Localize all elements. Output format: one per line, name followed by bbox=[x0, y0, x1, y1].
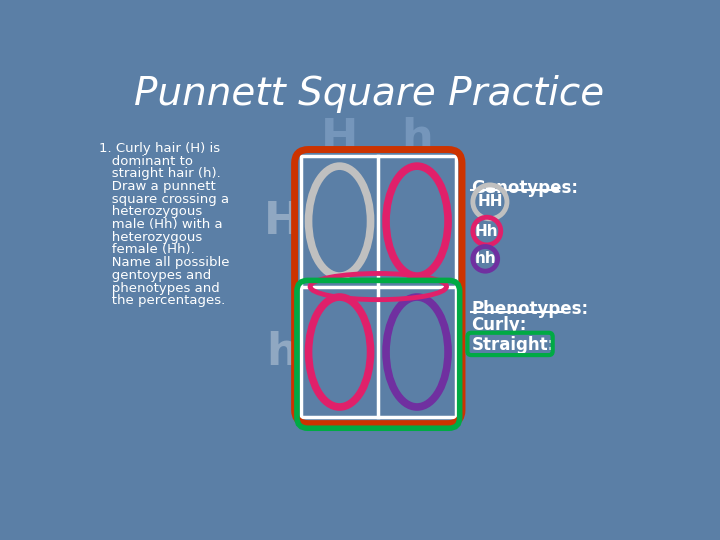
Text: male (Hh) with a: male (Hh) with a bbox=[99, 218, 223, 231]
Text: HH: HH bbox=[477, 194, 503, 210]
Text: square crossing a: square crossing a bbox=[99, 193, 230, 206]
Text: heterozygous: heterozygous bbox=[99, 231, 202, 244]
Text: hh: hh bbox=[474, 251, 496, 266]
Text: h: h bbox=[401, 117, 433, 160]
Text: h: h bbox=[266, 330, 298, 374]
Text: female (Hh).: female (Hh). bbox=[99, 244, 195, 256]
Text: Name all possible: Name all possible bbox=[99, 256, 230, 269]
Text: Curly:: Curly: bbox=[472, 316, 526, 334]
Text: Straight:: Straight: bbox=[472, 336, 554, 354]
Text: Genotypes:: Genotypes: bbox=[472, 179, 578, 197]
Text: 1. Curly hair (H) is: 1. Curly hair (H) is bbox=[99, 142, 220, 155]
Text: Hh: Hh bbox=[475, 224, 499, 239]
Text: dominant to: dominant to bbox=[99, 154, 193, 167]
Bar bbox=[301, 156, 456, 417]
Text: heterozygous: heterozygous bbox=[99, 205, 202, 218]
Text: straight hair (h).: straight hair (h). bbox=[99, 167, 221, 180]
Text: H: H bbox=[321, 117, 359, 160]
Text: Draw a punnett: Draw a punnett bbox=[99, 180, 216, 193]
Text: H: H bbox=[264, 200, 301, 242]
Text: Punnett Square Practice: Punnett Square Practice bbox=[134, 75, 604, 113]
Text: Phenotypes:: Phenotypes: bbox=[472, 300, 588, 319]
Text: gentoypes and: gentoypes and bbox=[99, 269, 212, 282]
Text: the percentages.: the percentages. bbox=[99, 294, 225, 307]
Text: phenotypes and: phenotypes and bbox=[99, 281, 220, 294]
